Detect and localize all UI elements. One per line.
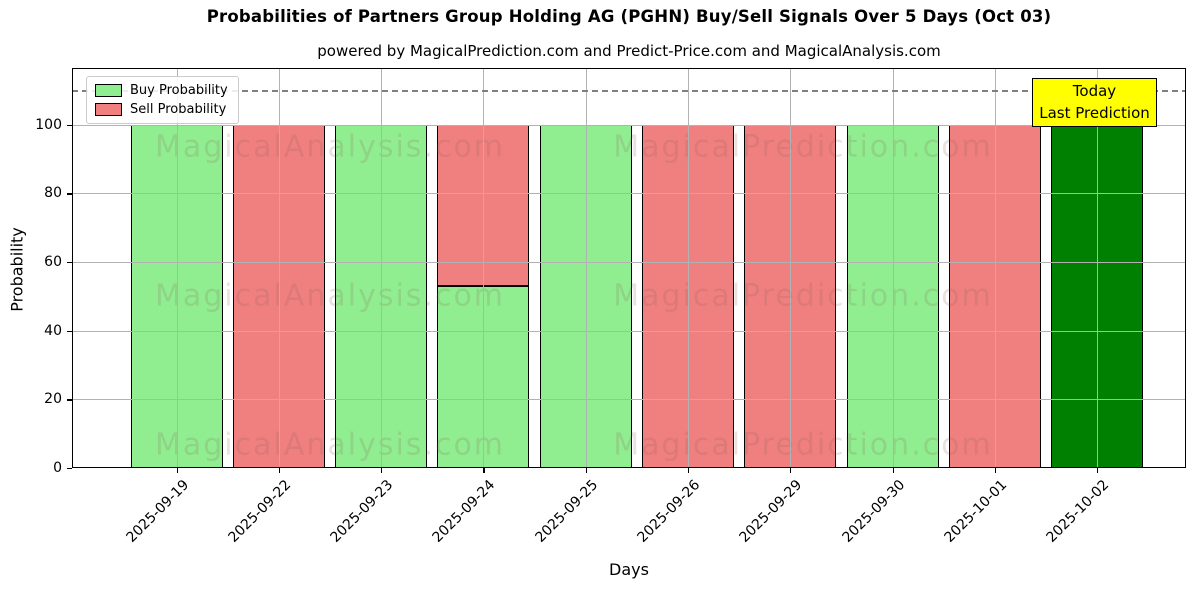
y-tick-label: 0	[53, 460, 62, 476]
gridline-vertical	[1097, 68, 1099, 468]
plot-area	[72, 68, 1186, 468]
watermark-text: MagicalAnalysis.com	[154, 427, 506, 463]
y-tick-mark	[67, 330, 72, 332]
gridline-horizontal	[72, 193, 1186, 195]
gridline-vertical	[994, 68, 996, 468]
gridline-vertical	[790, 68, 792, 468]
x-tick-mark	[1097, 468, 1099, 473]
gridline-vertical	[585, 68, 587, 468]
legend: Buy Probability Sell Probability	[86, 76, 239, 124]
x-tick-label-text: 2025-10-02	[1043, 477, 1113, 546]
y-tick-mark	[67, 468, 72, 470]
watermark-text: MagicalPrediction.com	[613, 129, 993, 165]
chart-subtitle: powered by MagicalPrediction.com and Pre…	[317, 42, 941, 60]
legend-swatch	[95, 103, 122, 116]
watermark-text: MagicalAnalysis.com	[154, 129, 506, 165]
chart-title: Probabilities of Partners Group Holding …	[206, 7, 1052, 26]
gridline-vertical	[892, 68, 894, 468]
x-tick-mark	[176, 468, 178, 473]
annotation-line-1: Today	[1072, 81, 1117, 100]
watermark-text: MagicalAnalysis.com	[154, 278, 506, 314]
x-tick-mark	[790, 468, 792, 473]
legend-label: Sell Probability	[130, 102, 227, 117]
watermark-text: MagicalPrediction.com	[613, 427, 993, 463]
x-tick-label: 2025-10-02	[941, 477, 1113, 546]
annotation-line-2: Last Prediction	[1039, 103, 1150, 122]
x-axis-label: Days	[609, 560, 649, 579]
x-tick-mark	[381, 468, 383, 473]
y-tick-mark	[67, 124, 72, 126]
gridline-horizontal	[72, 399, 1186, 401]
legend-item: Buy Probability	[95, 83, 228, 98]
y-tick-mark	[67, 399, 72, 401]
watermark-text: MagicalPrediction.com	[613, 278, 993, 314]
gridline-vertical	[688, 68, 689, 468]
y-tick-mark	[67, 193, 72, 195]
gridline-vertical	[278, 68, 280, 468]
gridline-horizontal	[72, 330, 1186, 332]
x-tick-mark	[278, 468, 280, 473]
legend-item: Sell Probability	[95, 102, 228, 117]
y-tick-label: 80	[44, 185, 62, 202]
y-tick-label: 60	[44, 253, 62, 270]
x-tick-mark	[483, 468, 485, 473]
gridline-horizontal	[72, 261, 1186, 263]
x-tick-mark	[585, 468, 587, 473]
gridline-vertical	[483, 68, 485, 468]
x-tick-mark	[892, 468, 894, 473]
legend-label: Buy Probability	[130, 83, 228, 98]
x-tick-mark	[688, 468, 690, 473]
x-tick-mark	[994, 468, 997, 473]
gridline-vertical	[381, 68, 383, 468]
y-tick-label: 20	[44, 391, 62, 408]
y-tick-mark	[67, 261, 72, 264]
gridline-vertical	[176, 68, 178, 468]
y-tick-label: 100	[35, 116, 62, 133]
gridline-horizontal	[72, 124, 1186, 126]
legend-swatch	[95, 84, 122, 97]
today-annotation: Today Last Prediction	[1032, 78, 1157, 127]
y-tick-label: 40	[44, 322, 62, 339]
threshold-dashed-line	[72, 90, 1186, 92]
